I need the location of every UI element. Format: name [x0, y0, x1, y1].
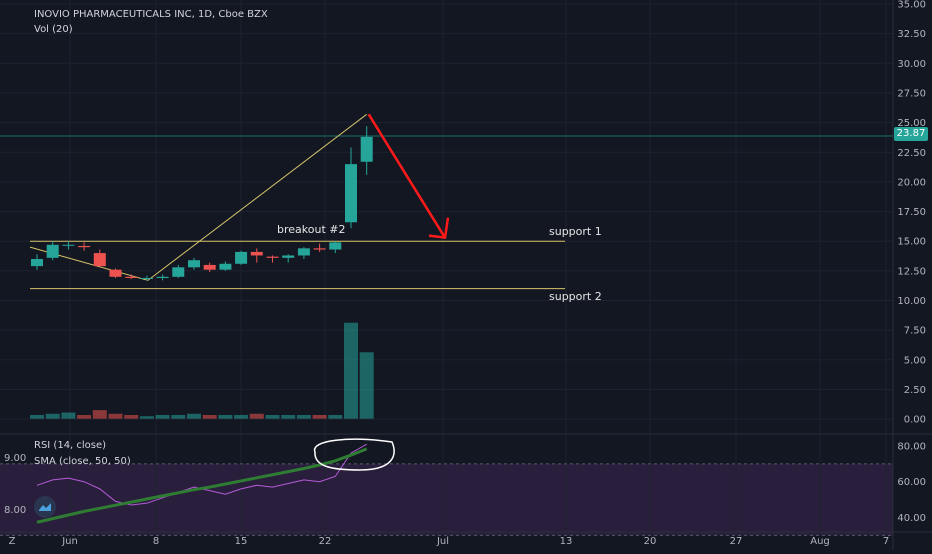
price-axis-label: 7.50 — [904, 326, 926, 337]
time-axis-label: 27 — [730, 536, 743, 547]
tradingview-logo-icon[interactable] — [34, 496, 56, 518]
time-axis-label: 7 — [883, 536, 889, 547]
time-axis-label: 22 — [319, 536, 332, 547]
volume-bar — [265, 415, 280, 419]
volume-legend[interactable]: Vol (20) — [34, 24, 73, 35]
volume-bar — [45, 413, 60, 419]
volume-bar — [344, 322, 358, 419]
candle-body — [313, 248, 326, 250]
sma-legend[interactable]: SMA (close, 50, 50) — [34, 456, 131, 467]
volume-bar — [296, 415, 311, 419]
candle-body — [78, 245, 91, 248]
price-axis-label: 20.00 — [897, 177, 926, 188]
price-axis-label: 35.00 — [897, 0, 926, 11]
volume-bar — [187, 413, 201, 419]
price-axis-label: 5.00 — [904, 355, 926, 366]
candle-body — [140, 277, 153, 279]
sma-axis-label: 8.00 — [4, 505, 26, 516]
volume-bar — [218, 415, 233, 419]
sma-line — [36, 447, 368, 524]
trendline — [29, 113, 368, 281]
price-axis-label: 32.50 — [897, 29, 926, 40]
candle-body — [156, 276, 169, 278]
volume-bar — [61, 412, 76, 419]
volume-bar — [155, 415, 170, 419]
time-axis-label: 8 — [153, 536, 159, 547]
price-axis-label: 12.50 — [897, 266, 926, 277]
time-axis-label: Aug — [810, 536, 830, 547]
volume-bar — [359, 352, 374, 419]
volume-bar — [92, 410, 107, 419]
red-arrow — [367, 113, 447, 239]
timezone-button: Z — [9, 536, 16, 547]
rsi-axis-label: 40.00 — [897, 513, 926, 524]
price-axis-label: 17.50 — [897, 207, 926, 218]
candle-body — [31, 259, 43, 267]
volume-bar — [108, 413, 123, 419]
candle-body — [266, 256, 279, 258]
price-axis-label: 27.50 — [897, 88, 926, 99]
time-axis-label: 20 — [644, 536, 657, 547]
support-1-label: support 1 — [549, 225, 602, 238]
volume-bar — [312, 415, 327, 419]
price-axis-label: 22.50 — [897, 148, 926, 159]
price-axis-label: 2.50 — [904, 385, 926, 396]
volume-bar — [77, 415, 92, 419]
price-axis-label: 30.00 — [897, 59, 926, 70]
candle-body — [62, 244, 75, 246]
sma-axis-label: 9.00 — [4, 453, 26, 464]
candle-body — [203, 264, 216, 270]
candle-body — [109, 269, 122, 277]
symbol-title[interactable]: INOVIO PHARMACEUTICALS INC, 1D, Cboe BZX — [34, 9, 268, 20]
volume-bar — [30, 415, 44, 419]
highlight-ellipse — [314, 438, 395, 471]
last-price-label: 23.87 — [894, 127, 928, 141]
candle-body — [360, 136, 373, 162]
rsi-legend[interactable]: RSI (14, close) — [34, 440, 107, 451]
volume-bar — [124, 415, 139, 419]
candle-body — [125, 276, 138, 278]
rsi-band — [0, 463, 893, 536]
volume-bar — [139, 416, 154, 419]
candle-body — [46, 244, 59, 258]
price-axis-label: 15.00 — [897, 237, 926, 248]
price-axis-label: 0.00 — [904, 415, 926, 426]
candle-body — [250, 251, 263, 256]
time-axis-label: 13 — [560, 536, 573, 547]
rsi-axis-label: 60.00 — [897, 477, 926, 488]
candle-body — [297, 248, 310, 256]
candle-body — [282, 255, 295, 258]
volume-bar — [202, 415, 217, 419]
time-axis-label: Jul — [436, 536, 449, 547]
volume-bar — [234, 415, 249, 419]
breakout-label: breakout #2 — [277, 223, 345, 236]
candle-body — [219, 263, 232, 270]
candle-body — [93, 253, 106, 267]
candle-body — [235, 251, 248, 264]
price-axis-label: 25.00 — [897, 118, 926, 129]
support-2-label: support 2 — [549, 290, 602, 303]
candle-body — [329, 242, 342, 250]
volume-bar — [171, 415, 186, 419]
volume-bar — [249, 413, 264, 419]
time-axis-label: 15 — [235, 536, 248, 547]
volume-bar — [281, 415, 296, 419]
price-axis-label: 10.00 — [897, 296, 926, 307]
red-arrow-head — [428, 217, 450, 240]
candle-body — [172, 267, 185, 277]
volume-bar — [328, 415, 343, 419]
time-axis-label: Jun — [61, 536, 78, 547]
rsi-axis-label: 80.00 — [897, 441, 926, 452]
candle-body — [188, 260, 200, 268]
candle-body — [345, 164, 357, 223]
